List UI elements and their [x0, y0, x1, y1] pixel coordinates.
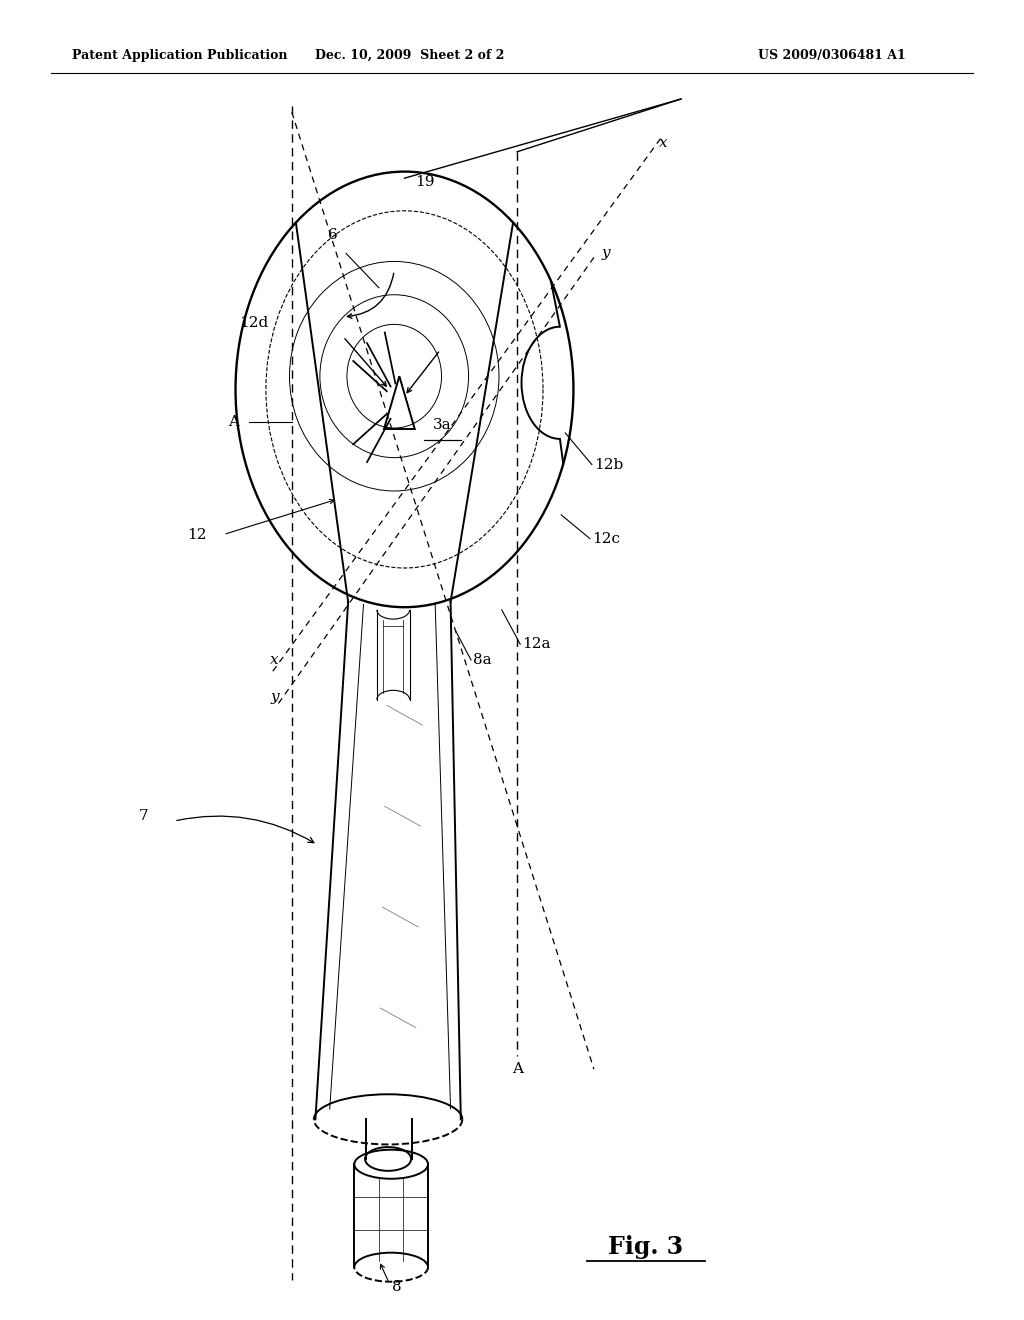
Text: x: x: [659, 136, 668, 149]
Text: x: x: [270, 653, 279, 667]
Text: 19: 19: [415, 176, 435, 189]
Text: y: y: [270, 690, 279, 704]
Text: 12: 12: [187, 528, 207, 541]
Text: 12c: 12c: [592, 532, 620, 545]
Text: 8a: 8a: [473, 653, 492, 667]
Text: Dec. 10, 2009  Sheet 2 of 2: Dec. 10, 2009 Sheet 2 of 2: [315, 49, 504, 62]
Text: Fig. 3: Fig. 3: [607, 1236, 683, 1259]
Text: A: A: [512, 1063, 522, 1076]
Text: Patent Application Publication: Patent Application Publication: [72, 49, 287, 62]
Text: US 2009/0306481 A1: US 2009/0306481 A1: [758, 49, 905, 62]
Text: 12b: 12b: [594, 458, 624, 471]
Text: 8: 8: [392, 1280, 402, 1294]
Text: y: y: [602, 247, 610, 260]
Text: 12a: 12a: [522, 638, 551, 651]
Text: 6: 6: [328, 228, 338, 242]
Text: 3a: 3a: [433, 418, 452, 432]
Text: 7: 7: [138, 809, 148, 822]
Text: 12d: 12d: [240, 317, 268, 330]
Text: A: A: [228, 416, 239, 429]
